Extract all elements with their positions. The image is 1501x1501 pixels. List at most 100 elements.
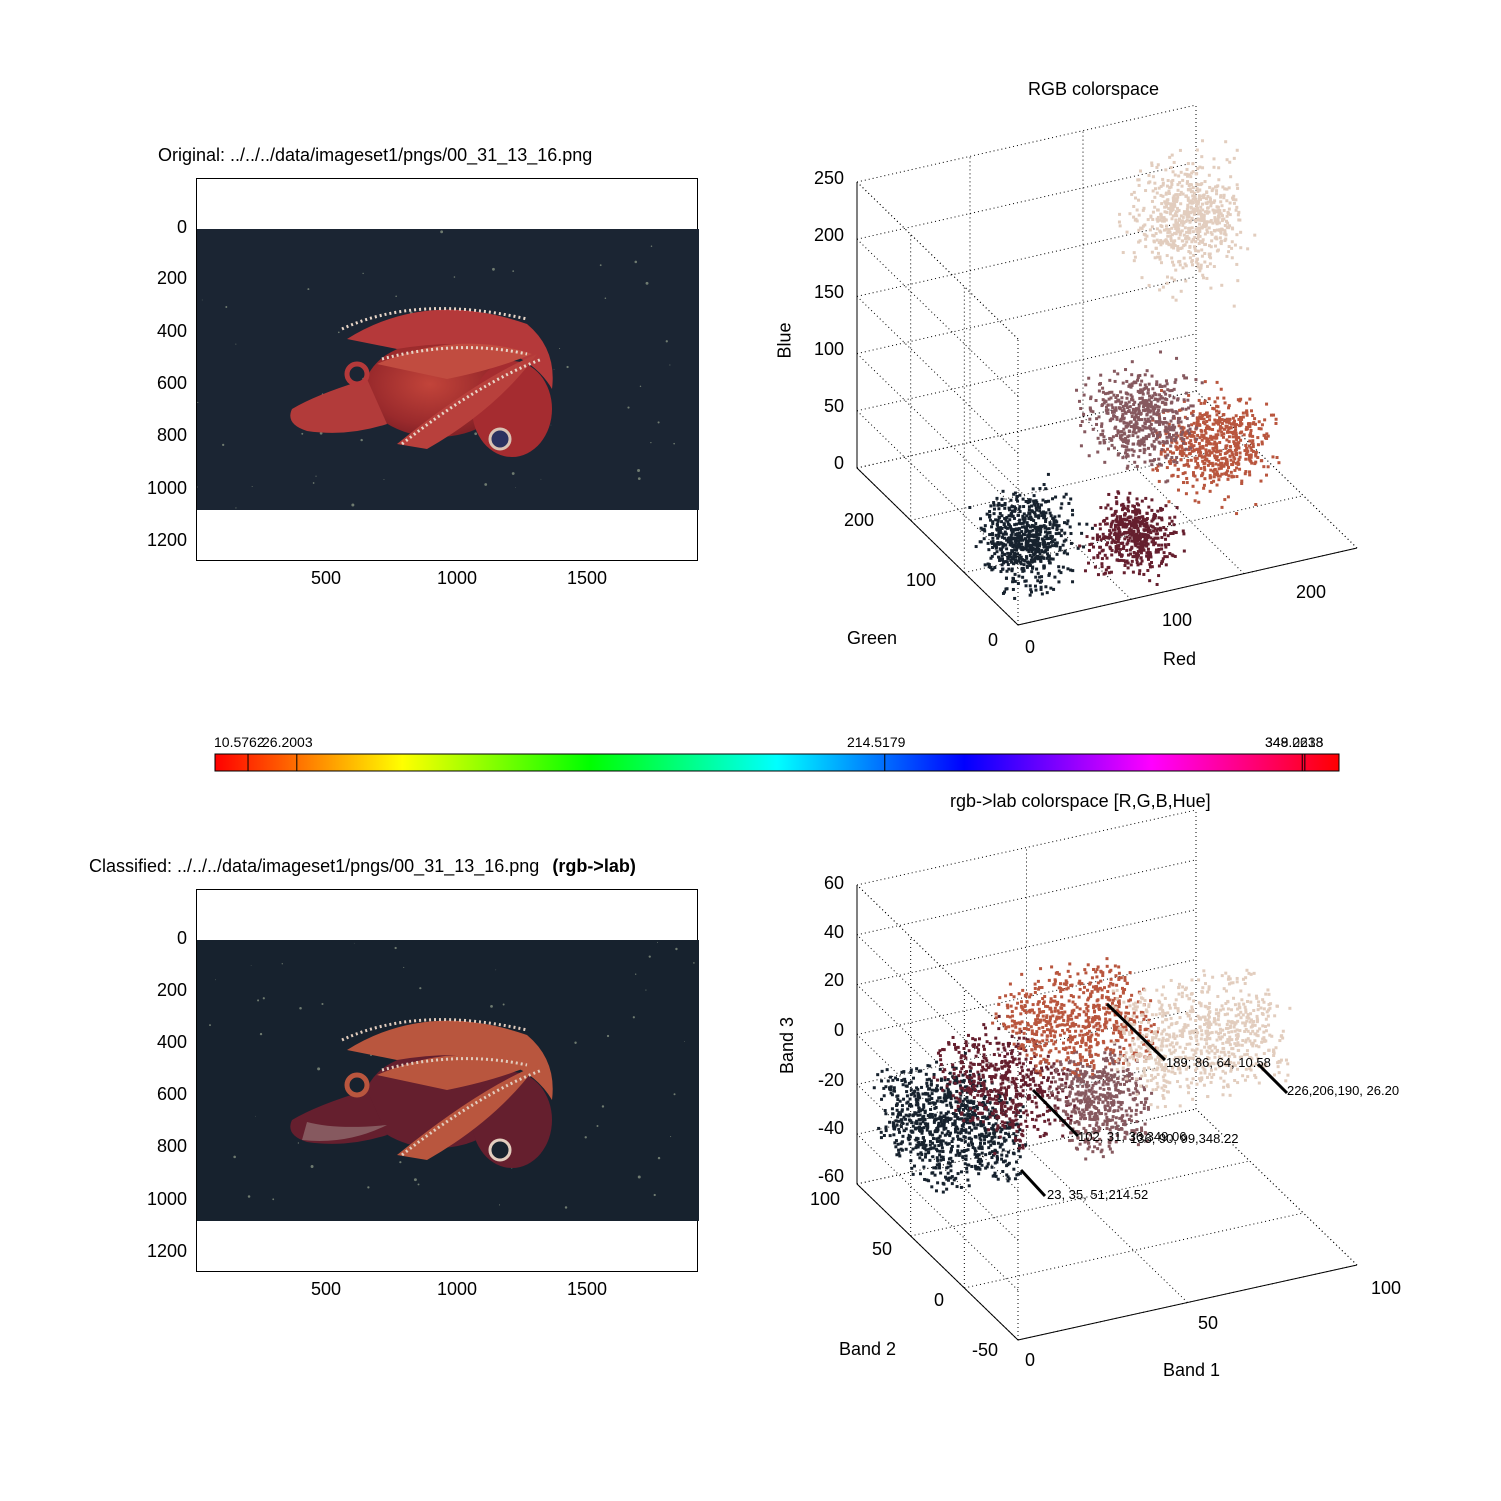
data-point — [979, 1094, 983, 1098]
data-point — [950, 1140, 954, 1144]
data-point — [997, 534, 1001, 538]
data-point — [954, 1046, 958, 1050]
data-point — [895, 1094, 899, 1098]
data-point — [1076, 546, 1080, 550]
data-point — [1006, 1150, 1010, 1154]
speck — [502, 1003, 505, 1006]
data-point — [982, 1044, 986, 1048]
data-point — [1023, 559, 1027, 563]
data-point — [991, 520, 995, 524]
data-point — [983, 1141, 987, 1145]
data-point — [1012, 1167, 1016, 1171]
data-point — [1024, 555, 1028, 559]
data-point — [901, 1134, 905, 1138]
data-point — [1010, 1049, 1014, 1053]
data-point — [1016, 534, 1020, 538]
data-point — [1004, 1090, 1008, 1094]
data-point — [1052, 523, 1056, 527]
data-point — [1043, 530, 1047, 534]
data-point — [983, 1086, 987, 1090]
speck — [312, 482, 315, 484]
data-point — [877, 1126, 881, 1130]
data-point — [980, 1133, 984, 1137]
data-point — [965, 1044, 969, 1048]
data-point — [935, 1099, 939, 1103]
data-point — [1057, 1086, 1061, 1090]
data-point — [1024, 1109, 1028, 1113]
data-point — [1047, 573, 1051, 577]
data-point — [1061, 565, 1065, 569]
data-point — [972, 1080, 976, 1084]
data-point — [1036, 503, 1040, 507]
data-point — [956, 1104, 960, 1108]
ytick: 800 — [156, 425, 187, 445]
data-point — [973, 1109, 977, 1113]
data-point — [944, 1126, 948, 1130]
data-point — [1027, 535, 1031, 539]
data-point — [1048, 522, 1052, 526]
data-point — [1010, 1035, 1014, 1039]
speck — [650, 245, 653, 247]
data-point — [1003, 506, 1007, 510]
data-point — [1016, 539, 1020, 543]
data-point — [988, 1115, 992, 1119]
data-point — [1128, 1079, 1132, 1083]
data-point — [998, 511, 1002, 515]
data-point — [1019, 555, 1023, 559]
data-point — [1012, 492, 1016, 496]
data-point — [1000, 520, 1004, 524]
data-point — [1074, 1092, 1078, 1096]
data-point — [1094, 1090, 1098, 1094]
data-point — [988, 518, 992, 522]
data-point — [987, 563, 991, 567]
data-point — [1034, 535, 1038, 539]
data-point — [1018, 1155, 1022, 1159]
data-point — [1066, 519, 1070, 523]
data-point — [1029, 544, 1033, 548]
data-point — [1029, 1061, 1033, 1065]
data-point — [1042, 564, 1046, 568]
data-point — [1014, 1082, 1018, 1086]
data-point — [1031, 1076, 1035, 1080]
data-point — [988, 565, 992, 569]
data-point — [991, 546, 995, 550]
data-point — [945, 1142, 949, 1146]
data-point — [992, 512, 996, 516]
data-point — [1047, 572, 1051, 576]
data-point — [1021, 497, 1025, 501]
colorbar-label: 348.2238 — [1265, 734, 1324, 750]
data-point — [948, 1071, 952, 1075]
original-image — [197, 229, 699, 510]
data-point — [977, 1153, 981, 1157]
data-point — [1097, 1101, 1101, 1105]
data-point — [1012, 1141, 1016, 1145]
data-point — [1082, 545, 1086, 549]
data-point — [1027, 505, 1031, 509]
data-point — [987, 1146, 991, 1150]
data-point — [1032, 524, 1036, 528]
data-point — [1015, 548, 1019, 552]
speck — [319, 431, 323, 435]
data-point — [1090, 526, 1094, 530]
data-point — [1040, 537, 1044, 541]
data-point — [930, 1092, 934, 1096]
speck — [637, 477, 641, 480]
data-point — [966, 1178, 970, 1182]
data-point — [953, 1043, 957, 1047]
data-point — [1066, 1113, 1070, 1117]
data-point — [974, 1126, 978, 1130]
data-point — [900, 1118, 904, 1122]
data-point — [993, 1088, 997, 1092]
speck — [512, 270, 515, 272]
data-point — [967, 1143, 971, 1147]
data-point — [989, 1089, 993, 1093]
data-point — [1022, 519, 1026, 523]
data-point — [942, 1120, 946, 1124]
data-point — [1036, 536, 1040, 540]
data-point — [1036, 571, 1040, 575]
data-point — [986, 541, 990, 545]
data-point — [1123, 1119, 1127, 1123]
data-point — [1009, 498, 1013, 502]
data-point — [1012, 1058, 1016, 1062]
data-point — [1048, 1122, 1052, 1126]
